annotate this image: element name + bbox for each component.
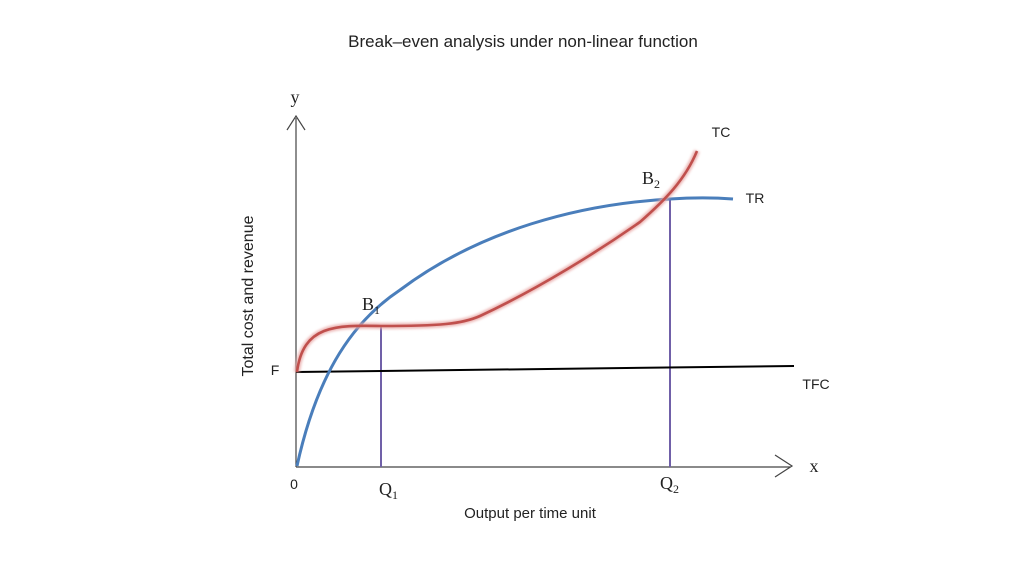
y-axis-arrowhead — [286, 114, 306, 131]
q2-base: Q — [660, 473, 673, 493]
b2-base: B — [642, 168, 654, 188]
origin-label: 0 — [290, 476, 298, 492]
b1-sub: 1 — [374, 303, 380, 317]
q1-sub: 1 — [392, 488, 398, 502]
b2-label: B2 — [642, 168, 660, 191]
q2-label: Q2 — [660, 473, 679, 496]
y-axis-letter: y — [291, 87, 300, 107]
y-axis-title: Total cost and revenue — [240, 215, 257, 376]
tc-curve-glow — [294, 149, 700, 373]
b1-base: B — [362, 294, 374, 314]
b1-label: B1 — [362, 294, 380, 317]
tr-curve — [295, 196, 734, 467]
diagram-title: Break–even analysis under non-linear fun… — [348, 32, 698, 51]
x-axis-title: Output per time unit — [464, 505, 597, 522]
q1-label: Q1 — [379, 479, 398, 502]
q1-base: Q — [379, 479, 392, 499]
b2-sub: 2 — [654, 177, 660, 191]
tr-label: TR — [746, 190, 765, 206]
tc-curve — [295, 150, 699, 373]
tfc-label: TFC — [802, 376, 829, 392]
tc-label: TC — [712, 124, 731, 140]
x-axis-letter: x — [810, 456, 819, 476]
f-label: F — [271, 362, 280, 378]
q2-sub: 2 — [673, 482, 679, 496]
x-axis-arrowhead — [774, 454, 794, 478]
tfc-line — [295, 365, 795, 373]
